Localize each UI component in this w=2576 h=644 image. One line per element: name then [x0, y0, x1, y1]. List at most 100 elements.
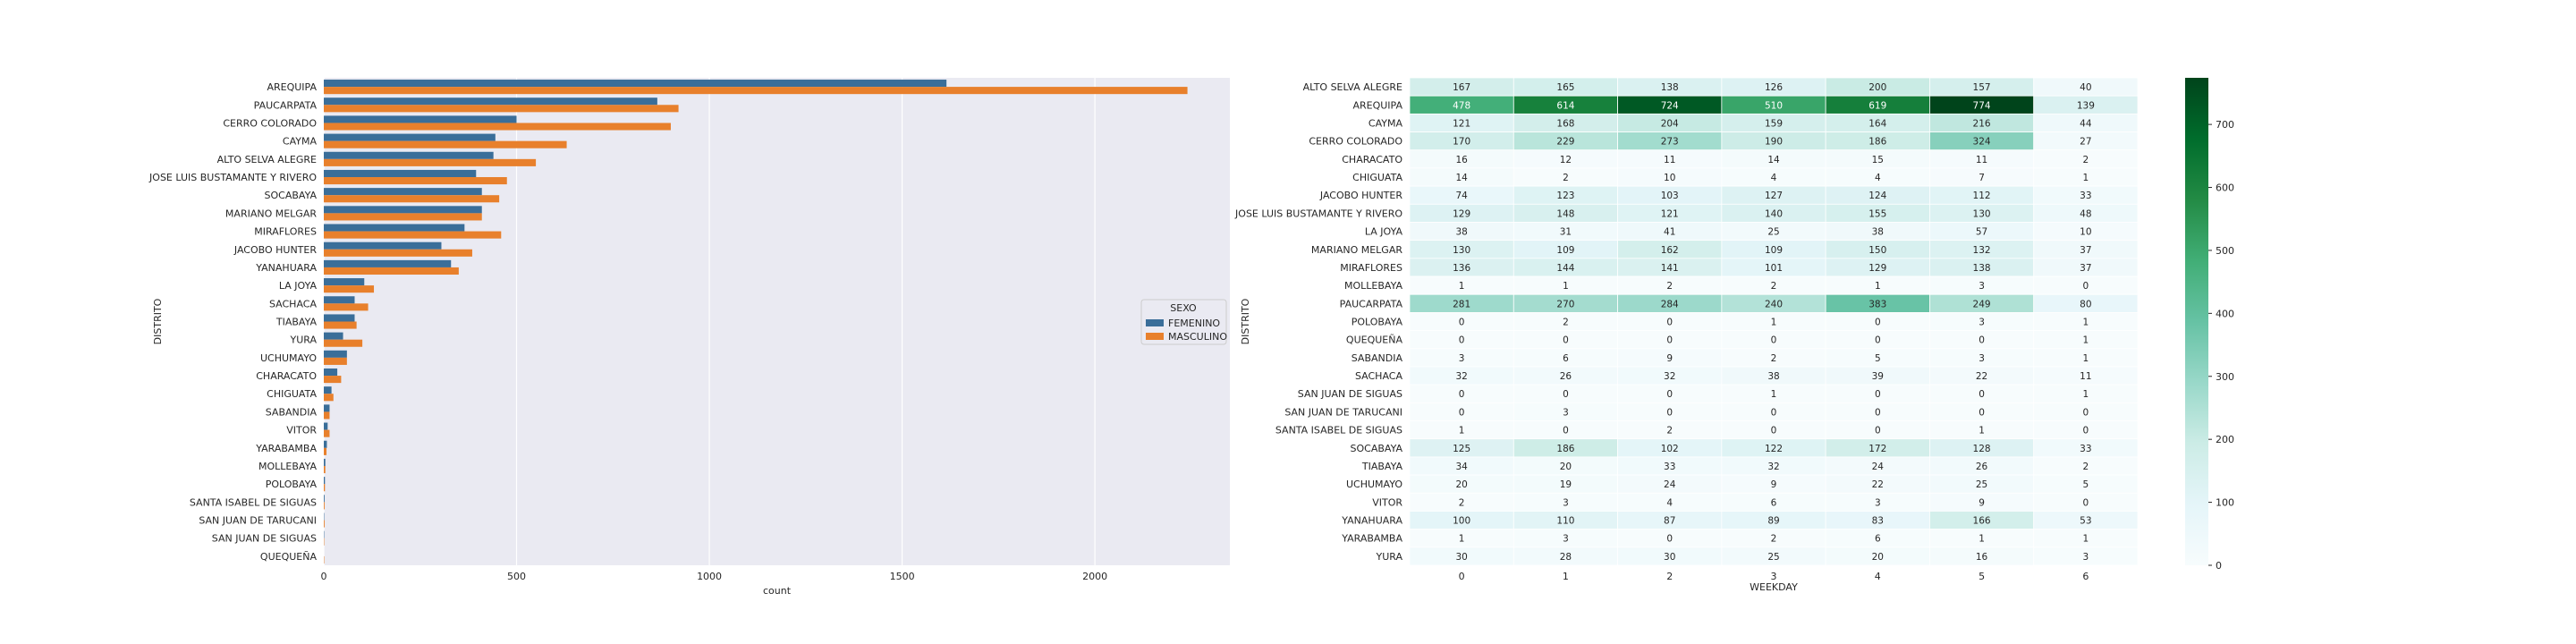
- row-label: PAUCARPATA: [1340, 298, 1403, 309]
- cell-value: 0: [1771, 335, 1777, 346]
- heatmap-cell: [1721, 529, 1826, 548]
- heatmap-cell: [2033, 167, 2139, 187]
- cell-value: 16: [1455, 155, 1468, 165]
- heatmap-cell: [1513, 222, 1618, 242]
- heatmap-cell: [1409, 185, 1514, 205]
- row-label: MOLLEBAYA: [1344, 280, 1402, 292]
- cell-value: 155: [1868, 208, 1886, 219]
- cell-value: 89: [1767, 516, 1779, 527]
- cell-value: 39: [1872, 371, 1884, 382]
- heatmap-cell: [2033, 438, 2139, 458]
- bar-femenino: [324, 440, 327, 448]
- legend-swatch: [1146, 333, 1164, 340]
- heatmap-cell: [1825, 167, 1930, 187]
- heatmap-cell: [1929, 167, 2035, 187]
- cell-value: 0: [1666, 534, 1673, 545]
- heatmap-cell: [1721, 131, 1826, 151]
- y-tick-label: SABANDIA: [266, 406, 318, 418]
- cell-value: 5: [2083, 479, 2089, 490]
- cell-value: 167: [1453, 82, 1470, 93]
- heatmap-cell: [1513, 203, 1618, 223]
- cell-value: 1: [1459, 281, 1465, 292]
- heatmap-cell: [1513, 258, 1618, 277]
- y-tick-label: CHARACATO: [256, 370, 317, 382]
- cell-value: 1: [1563, 281, 1569, 292]
- bar-masculino: [324, 411, 330, 419]
- cell-value: 33: [2080, 191, 2091, 201]
- heatmap-cell: [2033, 366, 2139, 386]
- y-tick-label: TIABAYA: [275, 317, 318, 328]
- heatmap-cell: [2033, 95, 2139, 114]
- heatmap-cell: [1617, 131, 1723, 151]
- heatmap-cell: [1929, 222, 2035, 242]
- heatmap-cell: [2033, 312, 2139, 331]
- heatmap-cell: [1929, 203, 2035, 223]
- cell-value: 619: [1868, 100, 1886, 111]
- cell-value: 273: [1661, 137, 1679, 148]
- cell-value: 0: [1563, 426, 1569, 436]
- bar-masculino: [324, 484, 326, 492]
- cell-value: 14: [1455, 173, 1468, 183]
- cell-value: 3: [1979, 318, 1985, 328]
- heatmap-cell: [1825, 456, 1930, 476]
- cell-value: 44: [2080, 118, 2092, 129]
- heatmap-cell: [1409, 366, 1514, 386]
- cell-value: 270: [1556, 299, 1574, 309]
- heatmap-cell: [1617, 384, 1723, 403]
- cell-value: 0: [2083, 426, 2089, 436]
- cell-value: 1: [1459, 426, 1465, 436]
- heatmap-cell: [2033, 511, 2139, 530]
- cell-value: 1: [1771, 389, 1777, 400]
- cell-value: 126: [1765, 82, 1783, 93]
- cell-value: 0: [1875, 389, 1881, 400]
- cell-value: 6: [1875, 534, 1881, 545]
- heatmap-cell: [1409, 275, 1514, 295]
- heatmap-cell: [1513, 438, 1618, 458]
- x-tick-label: 4: [1875, 571, 1881, 582]
- heatmap-cell: [1513, 511, 1618, 530]
- heatmap-cell: [1617, 474, 1723, 494]
- heatmap-cell: [1929, 492, 2035, 512]
- cell-value: 125: [1453, 444, 1470, 454]
- heatmap-cell: [1825, 113, 1930, 132]
- cell-value: 190: [1765, 137, 1783, 148]
- y-tick-label: AREQUIPA: [267, 81, 317, 93]
- heatmap-cell: [1825, 95, 1930, 114]
- colorbar-tick-label: 0: [2216, 560, 2222, 572]
- bar-femenino: [324, 296, 355, 304]
- heatmap-cell: [2033, 149, 2139, 169]
- heatmap-cell: [2033, 113, 2139, 132]
- heatmap-cell: [1617, 312, 1723, 331]
- heatmap-cell: [1513, 77, 1618, 97]
- cell-value: 32: [1664, 371, 1675, 382]
- heatmap-cell: [1617, 113, 1723, 132]
- heatmap-cell: [1929, 438, 2035, 458]
- heatmap-cell: [1721, 258, 1826, 277]
- heatmap-cell: [1617, 240, 1723, 259]
- heatmap-cell: [1513, 185, 1618, 205]
- cell-value: 724: [1661, 100, 1679, 111]
- bar-femenino: [324, 242, 442, 250]
- bar-masculino: [324, 321, 357, 329]
- row-label: AREQUIPA: [1352, 99, 1402, 111]
- bar-masculino: [324, 158, 537, 166]
- heatmap-cell: [2033, 77, 2139, 97]
- heatmap-cell: [1409, 149, 1514, 169]
- cell-value: 24: [1664, 479, 1676, 490]
- bar-chart: 0 500 1000 1500 2000 AREQUIPA PAUCARPATA CERRO …: [148, 78, 1230, 597]
- cell-value: 0: [2083, 407, 2089, 418]
- heatmap-cell: [1513, 348, 1618, 368]
- cell-value: 0: [1459, 389, 1465, 400]
- cell-value: 165: [1556, 82, 1574, 93]
- cell-value: 168: [1556, 118, 1574, 129]
- cell-value: 20: [1455, 479, 1467, 490]
- heatmap-cell: [2033, 474, 2139, 494]
- cell-value: 7: [1979, 173, 1985, 183]
- cell-value: 170: [1453, 137, 1470, 148]
- heatmap-cell: [1929, 293, 2035, 313]
- heatmap-cell: [2033, 402, 2139, 421]
- cell-value: 1: [1771, 318, 1777, 328]
- colorbar-tick-label: 600: [2216, 182, 2234, 194]
- heatmap-cell: [1721, 420, 1826, 440]
- cell-value: 9: [1771, 479, 1777, 490]
